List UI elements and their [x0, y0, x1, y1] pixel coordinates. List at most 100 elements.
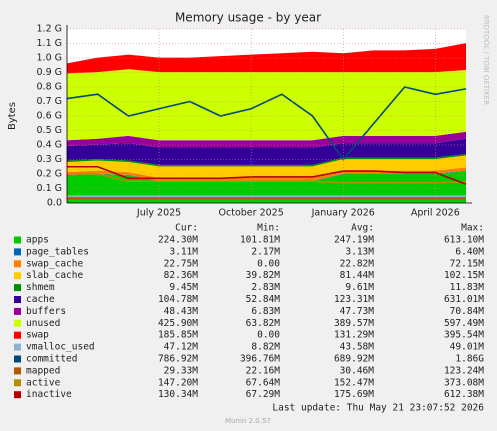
y-tick-label: 1.1 G	[37, 38, 63, 49]
stats-value: 0.00	[257, 258, 280, 269]
stats-value: 67.64M	[246, 377, 281, 388]
y-tick-label: 0.5 G	[37, 125, 63, 136]
stats-value: 81.44M	[340, 270, 375, 281]
stats-value: 597.49M	[444, 318, 484, 329]
stats-value: 11.83M	[450, 282, 485, 293]
y-tick-label: 0.9 G	[37, 67, 63, 78]
legend-label: vmalloc_used	[26, 342, 95, 353]
stats-value: 612.38M	[444, 389, 484, 400]
area	[67, 43, 466, 74]
stats-value: 396.76M	[240, 354, 280, 365]
stats-value: 39.82M	[246, 270, 281, 281]
legend-swatch	[14, 260, 21, 268]
stats-value: 689.92M	[334, 354, 374, 365]
y-tick-label: 0.3 G	[37, 154, 63, 165]
legend-swatch	[14, 272, 21, 280]
stats-value: 185.85M	[158, 330, 198, 341]
stats-value: 1.86G	[455, 354, 484, 365]
legend-swatch	[14, 296, 21, 303]
x-tick-label: July 2025	[136, 208, 181, 219]
stats-value: 389.57M	[334, 318, 374, 329]
stats-value: 2.83M	[251, 282, 280, 293]
y-tick-label: 0.0	[47, 198, 62, 209]
stats-value: 9.45M	[169, 282, 198, 293]
legend-label: active	[26, 377, 61, 388]
stats-value: 147.20M	[158, 377, 198, 388]
stats-value: 49.01M	[450, 342, 485, 353]
stats-value: 152.47M	[334, 377, 374, 388]
x-tick-label: January 2026	[311, 208, 375, 219]
line	[67, 173, 467, 184]
stats-value: 786.92M	[158, 354, 198, 365]
stats-value: 123.24M	[444, 365, 484, 376]
stats-value: 47.12M	[164, 342, 199, 353]
legend-label: slab_cache	[26, 270, 83, 281]
legend-label: buffers	[26, 306, 66, 317]
stats-header: Avg:	[351, 223, 374, 234]
stats-value: 425.90M	[158, 318, 198, 329]
x-tick-label: October 2025	[219, 208, 284, 219]
stats-value: 247.19M	[334, 235, 374, 246]
stats-value: 373.08M	[444, 377, 484, 388]
area	[67, 155, 466, 178]
legend-swatch	[14, 355, 21, 363]
stats-value: 8.82M	[251, 342, 280, 353]
stats-value: 48.43M	[164, 306, 199, 317]
y-tick-label: 0.6 G	[37, 111, 63, 122]
y-tick-label: 0.4 G	[37, 140, 63, 151]
stats-header: Max:	[461, 223, 484, 234]
legend-label: committed	[26, 354, 77, 365]
legend-label: cache	[26, 294, 55, 305]
y-axis-label: Bytes	[7, 102, 18, 130]
area	[67, 69, 466, 141]
legend-swatch	[14, 284, 21, 292]
legend-label: unused	[26, 318, 60, 329]
legend-label: page_tables	[26, 246, 89, 257]
line	[66, 86, 467, 161]
stats-value: 3.11M	[169, 246, 198, 257]
stats-value: 67.29M	[246, 389, 281, 400]
stats-value: 43.58M	[340, 342, 375, 353]
stats-value: 22.82M	[340, 258, 375, 269]
legend-swatch	[14, 236, 21, 244]
legend-swatch	[14, 343, 21, 351]
legend-swatch	[14, 331, 21, 339]
legend-label: swap_cache	[26, 258, 83, 269]
legend-label: inactive	[26, 389, 72, 400]
x-tick-label: April 2026	[411, 208, 460, 219]
side-label: RRDTOOL / TOBI OETIKER	[482, 15, 490, 105]
chart-title: Memory usage - by year	[175, 11, 321, 25]
stats-value: 395.54M	[444, 330, 484, 341]
legend-label: apps	[26, 235, 49, 246]
stats-value: 6.83M	[251, 306, 280, 317]
stats-header: Cur:	[175, 223, 198, 234]
stats-value: 70.84M	[450, 306, 485, 317]
stats-value: 224.30M	[158, 235, 198, 246]
stats-value: 3.13M	[345, 246, 374, 257]
legend-swatch	[14, 379, 21, 387]
y-tick-label: 0.8 G	[37, 82, 63, 93]
stats-value: 47.73M	[340, 306, 375, 317]
stats-value: 123.31M	[334, 294, 374, 305]
legend-label: mapped	[26, 365, 60, 376]
stats-value: 63.82M	[246, 318, 281, 329]
y-tick-label: 0.2 G	[37, 169, 63, 180]
legend-swatch	[14, 307, 21, 315]
legend-swatch	[14, 367, 21, 375]
stats-value: 102.15M	[444, 270, 484, 281]
stats-value: 72.15M	[450, 258, 485, 269]
area	[67, 171, 466, 203]
legend-swatch	[14, 248, 21, 256]
stats-value: 22.75M	[164, 258, 199, 269]
stats-value: 175.69M	[334, 389, 374, 400]
stats-value: 2.17M	[251, 246, 280, 257]
legend-label: shmem	[26, 282, 55, 293]
stats-value: 29.33M	[164, 365, 199, 376]
line	[67, 165, 467, 185]
stats-value: 613.10M	[444, 235, 484, 246]
stats-value: 9.61M	[345, 282, 374, 293]
y-tick-label: 1.0 G	[37, 53, 63, 64]
area	[67, 131, 466, 148]
stats-header: Min:	[257, 223, 280, 234]
